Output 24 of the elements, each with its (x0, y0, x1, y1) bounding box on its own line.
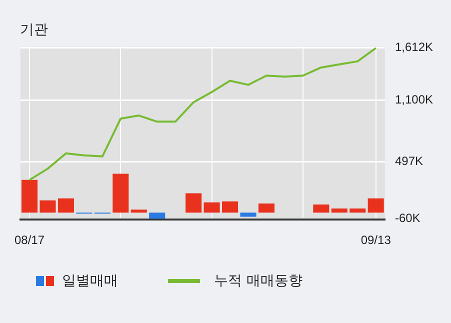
bar (204, 202, 220, 213)
bar (222, 201, 238, 213)
bar (21, 180, 38, 213)
bar (149, 212, 166, 219)
bar (240, 212, 256, 217)
y-tick-label: 1,612K (394, 40, 434, 54)
bar (368, 198, 384, 213)
x-tick-label: 09/13 (360, 233, 392, 248)
bar (258, 203, 275, 213)
bar (58, 198, 74, 213)
bar (350, 208, 366, 213)
chart-title: 기관 (20, 22, 48, 38)
bar (186, 193, 202, 213)
bar (40, 200, 56, 213)
legend-label: 일별매매 (62, 272, 118, 290)
legend-label: 누적 매매동향 (214, 272, 302, 290)
x-tick-label: 08/17 (14, 233, 45, 248)
y-tick-label: 497K (394, 154, 423, 168)
bar (112, 174, 129, 213)
bar (313, 204, 330, 213)
bar (130, 210, 147, 213)
y-tick-label: 1,100K (394, 92, 434, 106)
bar (331, 208, 348, 213)
y-tick-label: -60K (394, 211, 420, 226)
